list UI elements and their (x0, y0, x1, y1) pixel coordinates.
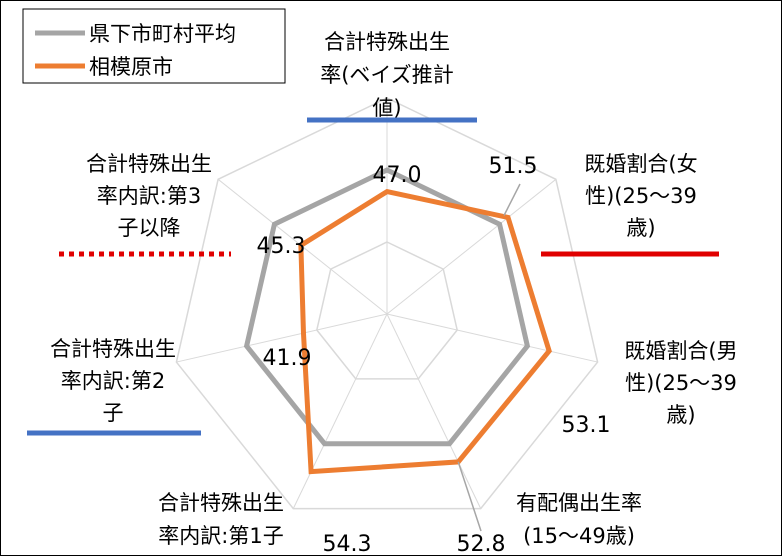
radar-series (243, 167, 552, 475)
axis-labels: 合計特殊出生率(ベイズ推計値)既婚割合(女性)(25～39 歳)既婚割合(男性)(… (50, 30, 738, 548)
spoke-3 (386, 313, 482, 509)
value-label-2: 53.1 (562, 413, 611, 438)
legend-label-county-average: 県下市町村平均 (89, 22, 236, 46)
axis-label-line: 値) (372, 96, 401, 120)
spoke-2 (386, 313, 598, 363)
axis-label-line: 有配偶出生率 (516, 491, 642, 515)
value-label-leader-3 (457, 461, 482, 532)
axis-label-line: 合計特殊出生 (158, 491, 284, 515)
axis-label-underlines (27, 117, 719, 436)
axis-label-1: 既婚割合(女性)(25～39 歳) (584, 152, 697, 240)
axis-label-4: 合計特殊出生率内訳:第1子 (158, 491, 284, 548)
series-line-0 (243, 167, 531, 447)
value-label-3: 52.8 (457, 532, 506, 555)
legend-box (22, 8, 286, 84)
value-label-leader-1 (503, 183, 521, 216)
axis-label-line: 子以降 (118, 216, 181, 240)
value-label-1: 51.5 (489, 154, 538, 179)
value-label-4: 54.3 (323, 532, 372, 555)
axis-label-line: 率内訳:第1子 (158, 524, 283, 548)
gridline-ring-0 (315, 241, 459, 380)
spoke-4 (292, 313, 388, 509)
axis-label-line: 合計特殊出生 (324, 30, 450, 54)
value-label-6: 45.3 (257, 234, 306, 259)
gridline-ring-2 (175, 97, 599, 510)
axis-label-5: 合計特殊出生率内訳:第2 子 (50, 337, 176, 425)
spoke-1 (386, 178, 557, 315)
axis-label-line: 合計特殊出生 (50, 337, 176, 361)
axis-label-line: 率(ベイズ推計 (320, 63, 454, 87)
spoke-5 (176, 313, 388, 363)
axis-label-3: 有配偶出生率 (15～49歳) (516, 491, 642, 548)
value-label-5: 41.9 (263, 346, 312, 371)
legend: 県下市町村平均 相模原市 (22, 8, 286, 84)
axis-label-0: 合計特殊出生率(ベイズ推計値) (320, 30, 454, 120)
axis-label-2: 既婚割合(男性)(25～39 歳) (624, 339, 737, 427)
series-line-1 (298, 188, 552, 475)
axis-label-line: 性)(25～39 (585, 184, 697, 208)
axis-label-line: 歳) (666, 403, 695, 427)
axis-label-line: 歳) (626, 216, 655, 240)
axis-label-line: 率内訳:第3 (97, 184, 201, 208)
axis-label-6: 合計特殊出生率内訳:第3 子以降 (86, 152, 212, 240)
legend-label-sagamihara: 相模原市 (89, 55, 173, 79)
value-label-0: 47.0 (373, 163, 422, 188)
axis-label-line: (15～49歳) (523, 524, 635, 548)
axis-label-line: 既婚割合(女 (584, 152, 697, 176)
axis-label-line: 率内訳:第2 (61, 369, 165, 393)
value-labels: 47.0 51.5 53.1 52.8 54.3 41.9 45.3 (257, 154, 611, 555)
axis-label-line: 子 (103, 401, 124, 425)
axis-label-line: 性)(25～39 (625, 371, 737, 395)
axis-label-line: 既婚割合(男 (624, 339, 737, 363)
axis-label-line: 合計特殊出生 (86, 152, 212, 176)
